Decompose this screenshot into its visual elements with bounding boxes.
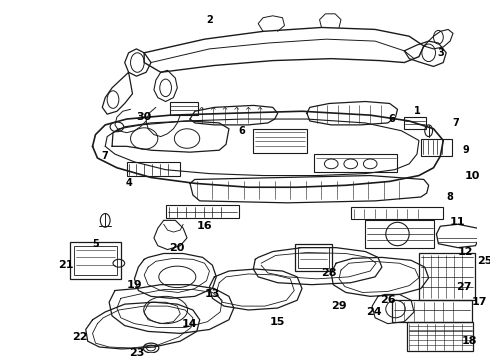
Bar (351, 207, 443, 219)
Text: 27: 27 (456, 282, 471, 292)
Text: 4: 4 (125, 178, 132, 188)
Bar (253, 129, 307, 153)
Bar (166, 205, 239, 219)
Text: 20: 20 (170, 243, 185, 253)
Text: 18: 18 (462, 336, 477, 346)
Text: 14: 14 (182, 319, 198, 329)
Text: 8: 8 (447, 192, 454, 202)
Bar (126, 162, 180, 176)
Bar (421, 139, 452, 156)
Bar (407, 322, 473, 351)
Text: 17: 17 (471, 297, 487, 307)
Text: 6: 6 (238, 126, 245, 136)
Text: 10: 10 (465, 171, 480, 181)
Bar (392, 300, 471, 322)
Text: 21: 21 (58, 260, 74, 270)
Bar (419, 253, 475, 300)
Bar (295, 244, 332, 271)
Text: 5: 5 (92, 239, 99, 249)
Text: 22: 22 (72, 332, 88, 342)
Text: 23: 23 (129, 348, 144, 358)
Text: 2: 2 (206, 15, 213, 25)
Text: 29: 29 (331, 301, 347, 311)
Text: 26: 26 (380, 295, 395, 305)
Text: 28: 28 (321, 268, 337, 278)
Text: 25: 25 (477, 256, 490, 266)
Text: 24: 24 (367, 307, 382, 317)
Text: 7: 7 (453, 118, 459, 128)
Text: 6: 6 (388, 114, 395, 124)
Text: 13: 13 (205, 289, 220, 300)
Bar (404, 117, 426, 129)
Text: 12: 12 (458, 247, 473, 257)
Bar (366, 220, 434, 248)
Text: 16: 16 (197, 221, 212, 231)
Text: 11: 11 (450, 217, 465, 227)
Text: 19: 19 (126, 280, 142, 290)
Text: 30: 30 (137, 112, 152, 122)
Bar (70, 242, 121, 279)
Bar (314, 154, 396, 172)
Text: 15: 15 (270, 317, 285, 327)
Bar (171, 102, 198, 115)
Text: 3: 3 (437, 48, 444, 58)
Text: 9: 9 (462, 145, 469, 155)
Text: 7: 7 (102, 151, 109, 161)
Bar (74, 246, 117, 275)
Text: 1: 1 (414, 106, 420, 116)
Bar (298, 247, 329, 268)
